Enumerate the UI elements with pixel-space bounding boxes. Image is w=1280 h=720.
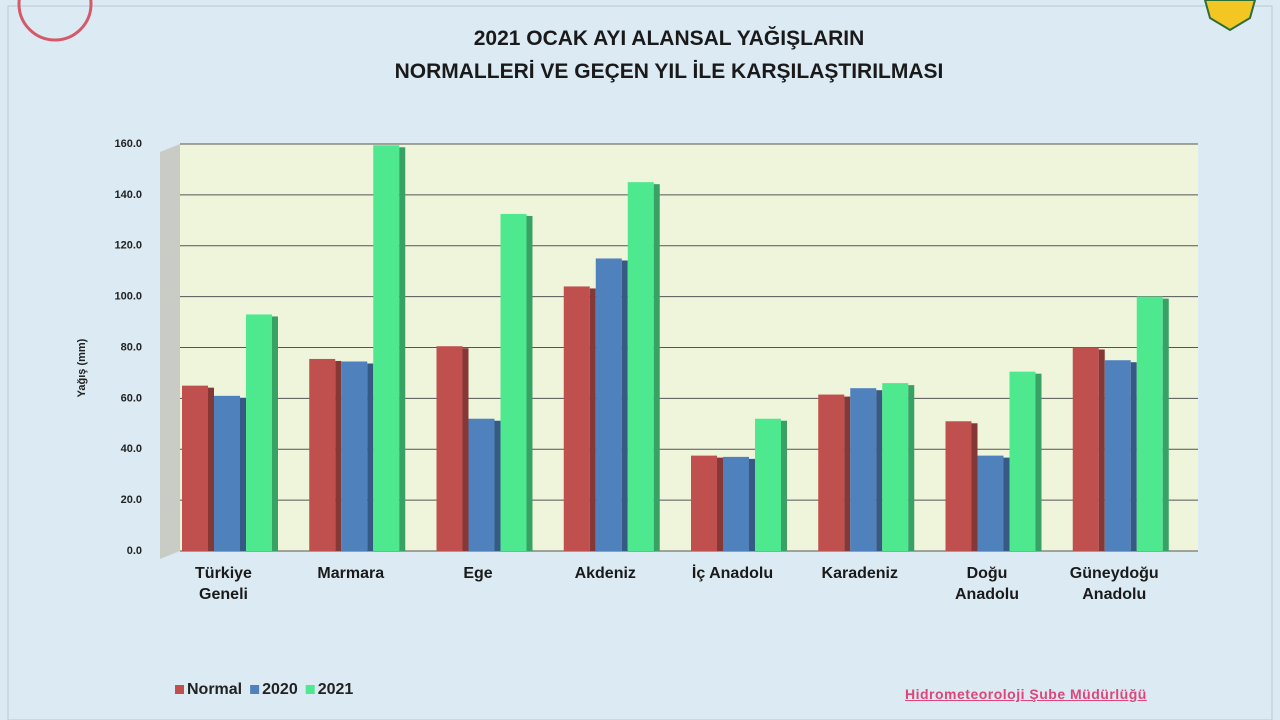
bar	[563, 286, 590, 551]
bar	[945, 421, 972, 551]
bar-side	[621, 260, 628, 551]
bar-side	[1035, 373, 1042, 551]
bar	[850, 388, 877, 551]
bar-side	[526, 215, 533, 551]
logo-left	[17, 0, 93, 42]
bar	[595, 258, 622, 551]
bar-side	[844, 396, 851, 551]
bar	[1136, 296, 1163, 551]
plot-wall	[160, 144, 180, 559]
bar	[246, 314, 272, 551]
bar	[818, 394, 845, 551]
bar-side	[749, 458, 755, 551]
y-axis-label: Yağış (mm)	[76, 338, 88, 397]
bar-side	[1098, 349, 1105, 551]
legend-swatch	[175, 685, 184, 694]
x-tick-label: Marmara	[317, 565, 385, 582]
x-tick-label: Doğu Anadolu	[955, 565, 1019, 603]
x-tick-label: İç Anadolu	[691, 565, 774, 582]
bar	[214, 395, 240, 551]
bar-side	[717, 457, 723, 551]
bar-side	[367, 363, 374, 551]
bar-side	[208, 387, 214, 551]
y-tick-label: 20.0	[121, 494, 142, 506]
y-tick-label: 160.0	[114, 138, 142, 150]
legend-label: Normal	[187, 681, 242, 698]
bar	[977, 455, 1004, 551]
bar	[182, 385, 208, 551]
x-tick-label: Akdeniz	[574, 565, 636, 582]
bar	[723, 456, 749, 551]
y-tick-label: 100.0	[114, 291, 142, 303]
bar-side	[971, 423, 978, 551]
footer: Hidrometeoroloji Şube Müdürlüğü	[905, 686, 1147, 702]
x-tick-label: Karadeniz	[821, 565, 898, 582]
bar	[468, 418, 495, 551]
bar	[691, 455, 717, 551]
legend-label: 2021	[318, 681, 354, 698]
bar	[1072, 347, 1099, 551]
legend-swatch	[250, 685, 260, 694]
bar-side	[589, 288, 596, 551]
y-tick-label: 140.0	[114, 189, 142, 201]
y-tick-label: 40.0	[121, 443, 142, 455]
bar	[755, 418, 781, 551]
bar	[1009, 371, 1036, 551]
bar	[882, 383, 909, 551]
bar	[1104, 360, 1131, 551]
bar	[373, 145, 400, 551]
bar-side	[908, 385, 915, 551]
bar-side	[653, 184, 660, 551]
bar-side	[876, 390, 883, 551]
logo-right	[1203, 0, 1257, 32]
chart-title: 2021 OCAK AYI ALANSAL YAĞIŞLARIN NORMALL…	[394, 27, 944, 83]
bar-side	[272, 316, 278, 551]
bar	[500, 213, 527, 551]
bar	[309, 358, 336, 551]
frame	[7, 5, 1273, 720]
y-tick-label: 120.0	[114, 240, 142, 252]
x-tick-label: Türkiye Geneli	[195, 565, 252, 603]
bar-side	[1003, 457, 1010, 551]
y-tick-label: 60.0	[121, 392, 142, 404]
bar-side	[1162, 298, 1169, 551]
x-tick-label: Güneydoğu Anadolu	[1069, 565, 1159, 603]
bar-side	[399, 147, 406, 551]
legend-swatch	[305, 685, 315, 694]
bar-side	[240, 397, 246, 551]
bar	[627, 182, 654, 551]
y-tick-label: 80.0	[121, 341, 142, 353]
bar-side	[462, 348, 469, 551]
bar-side	[1130, 362, 1137, 551]
legend-label: 2020	[262, 681, 298, 698]
bar-side	[781, 420, 787, 551]
y-tick-label: 0.0	[127, 545, 142, 557]
bar	[436, 346, 463, 551]
bar-side	[494, 420, 501, 551]
x-tick-label: Ege	[463, 565, 493, 582]
bar-side	[335, 360, 342, 551]
bar	[341, 361, 368, 551]
